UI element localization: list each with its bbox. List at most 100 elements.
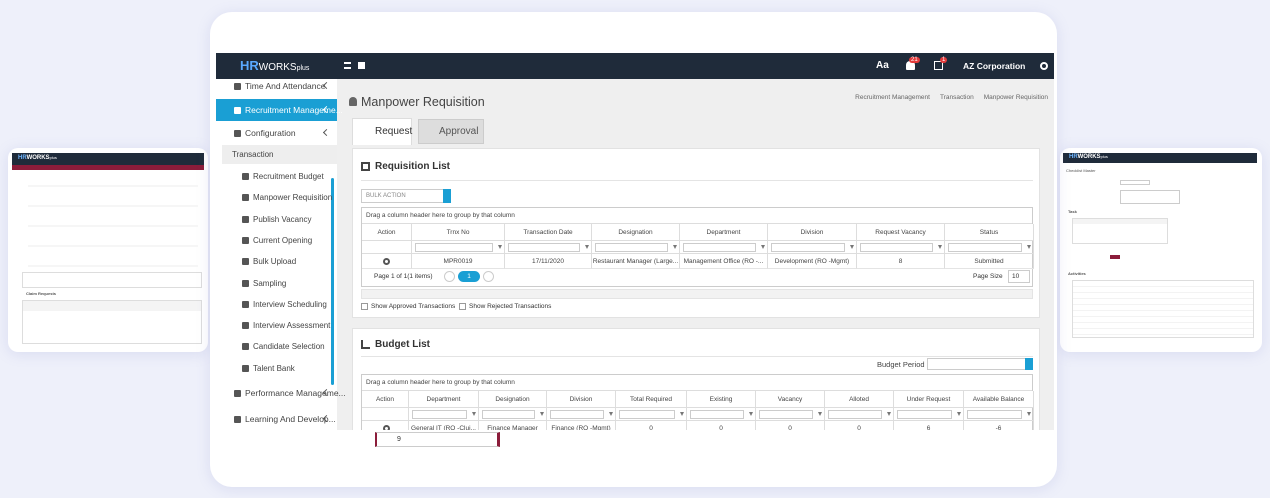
column-header[interactable]: Designation [592, 224, 680, 241]
menu-item[interactable]: Publish Vacancy [216, 209, 337, 231]
column-header[interactable]: Vacancy [756, 391, 825, 408]
column-header[interactable]: Trnx No [412, 224, 505, 241]
action-gear[interactable] [383, 258, 390, 265]
column-header[interactable]: Alloted [825, 391, 894, 408]
column-header[interactable]: Under Request [894, 391, 964, 408]
menu-item[interactable]: Recruitment Budget [216, 166, 337, 188]
table-cell: Submitted [945, 254, 1034, 269]
filter-icon[interactable] [749, 412, 753, 416]
filter-input[interactable] [415, 243, 493, 252]
column-header[interactable]: Transaction Date [505, 224, 592, 241]
filter-icon[interactable] [957, 412, 961, 416]
font-button[interactable]: Aa [876, 60, 889, 71]
filter-icon[interactable] [1027, 245, 1031, 249]
budget-period-dropdown[interactable] [927, 358, 1033, 370]
notification-icon[interactable] [906, 61, 915, 70]
apps-icon[interactable] [358, 62, 365, 69]
dropdown-button[interactable] [1025, 358, 1033, 370]
tab-request[interactable]: Request [352, 118, 412, 145]
filter-icon[interactable] [673, 245, 677, 249]
menu-item[interactable]: Interview Scheduling [216, 294, 337, 316]
column-header[interactable]: Designation [479, 391, 547, 408]
column-header[interactable]: Division [547, 391, 616, 408]
column-header[interactable]: Action [362, 224, 412, 241]
panel-title: Budget List [375, 339, 430, 350]
menu-item[interactable]: Interview Assessment [216, 315, 337, 337]
right-preview-title: Checklist Master [1066, 168, 1096, 173]
bulk-action-dropdown[interactable]: BULK ACTION [361, 189, 451, 203]
column-header[interactable]: Department [680, 224, 768, 241]
filter-input[interactable] [967, 410, 1022, 419]
filter-icon[interactable] [680, 412, 684, 416]
transaction-header[interactable]: Transaction [222, 145, 337, 164]
menu-item[interactable]: Sampling [216, 273, 337, 295]
checkbox[interactable] [459, 303, 466, 310]
menu-item[interactable]: Talent Bank [216, 358, 337, 380]
filter-icon[interactable] [472, 412, 476, 416]
filter-icon[interactable] [1027, 412, 1031, 416]
filter-input[interactable] [550, 410, 604, 419]
menu-item[interactable]: Recruitment Manageme... [216, 99, 343, 121]
tab-approval[interactable]: Approval [418, 119, 484, 144]
column-header[interactable]: Total Required [616, 391, 687, 408]
column-header[interactable]: Status [945, 224, 1034, 241]
filter-input[interactable] [690, 410, 744, 419]
breadcrumb-item[interactable]: Manpower Requisition [983, 94, 1048, 101]
menu-icon[interactable] [344, 62, 351, 69]
filter-icon[interactable] [761, 245, 765, 249]
filter-icon[interactable] [818, 412, 822, 416]
checkbox-label[interactable]: Show Approved Transactions [371, 303, 456, 310]
dropdown-button[interactable] [443, 189, 451, 203]
filter-input[interactable] [948, 243, 1022, 252]
page-size[interactable]: 10 [1008, 270, 1030, 283]
page-next[interactable] [483, 271, 494, 282]
menu-item[interactable]: Learning And Develop... [216, 408, 337, 430]
menu-item[interactable]: Manpower Requisition [216, 187, 337, 209]
dropdown-popup[interactable]: 9 [375, 432, 500, 447]
checkbox-label[interactable]: Show Rejected Transactions [469, 303, 552, 310]
menu-icon [234, 416, 241, 423]
column-header[interactable]: Available Balance [964, 391, 1034, 408]
filter-input[interactable] [595, 243, 668, 252]
filter-icon[interactable] [585, 245, 589, 249]
filter-icon[interactable] [938, 245, 942, 249]
menu-item[interactable]: Configuration [216, 122, 337, 144]
filter-icon[interactable] [887, 412, 891, 416]
task-badge: 1 [940, 57, 948, 63]
breadcrumb-item[interactable]: Recruitment Management [855, 94, 930, 101]
filter-input[interactable] [508, 243, 580, 252]
breadcrumb-item[interactable]: Transaction [939, 94, 974, 101]
menu-item[interactable]: Bulk Upload [216, 251, 337, 273]
menu-item[interactable]: Current Opening [216, 230, 337, 252]
page-prev[interactable] [444, 271, 455, 282]
filter-input[interactable] [759, 410, 813, 419]
filter-input[interactable] [771, 243, 845, 252]
task-icon[interactable] [934, 61, 943, 70]
filter-input[interactable] [897, 410, 952, 419]
filter-icon[interactable] [498, 245, 502, 249]
filter-input[interactable] [860, 243, 933, 252]
filter-input[interactable] [482, 410, 535, 419]
menu-item[interactable]: Time And Attendance [216, 75, 337, 97]
filter-icon[interactable] [540, 412, 544, 416]
filter-icon[interactable] [609, 412, 613, 416]
company-selector[interactable]: AZ Corporation [963, 61, 1026, 71]
filter-icon[interactable] [850, 245, 854, 249]
top-bar: HRWORKSplus Aa 21 1 AZ Corporation [216, 53, 1054, 79]
filter-input[interactable] [412, 410, 467, 419]
filter-input[interactable] [683, 243, 756, 252]
menu-item[interactable]: Performance Manageme... [216, 382, 346, 404]
column-header[interactable]: Department [409, 391, 479, 408]
action-gear[interactable] [383, 425, 390, 430]
column-header[interactable]: Division [768, 224, 857, 241]
menu-item[interactable]: Candidate Selection [216, 336, 337, 358]
checkbox[interactable] [361, 303, 368, 310]
column-header[interactable]: Request Vacancy [857, 224, 945, 241]
page-current[interactable]: 1 [458, 271, 480, 282]
menu-label: Recruitment Manageme... [245, 105, 343, 115]
filter-input[interactable] [828, 410, 882, 419]
filter-input[interactable] [619, 410, 675, 419]
column-header[interactable]: Existing [687, 391, 756, 408]
settings-icon[interactable] [1040, 62, 1048, 70]
column-header[interactable]: Action [362, 391, 409, 408]
